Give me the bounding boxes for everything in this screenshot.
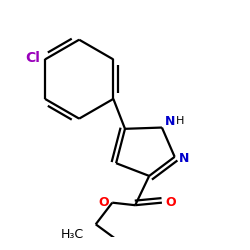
- Text: N: N: [164, 115, 175, 128]
- Text: O: O: [98, 196, 109, 209]
- Text: H₃C: H₃C: [61, 228, 84, 241]
- Text: Cl: Cl: [25, 51, 40, 65]
- Text: O: O: [165, 196, 175, 209]
- Text: N: N: [178, 152, 189, 164]
- Text: H: H: [176, 116, 184, 126]
